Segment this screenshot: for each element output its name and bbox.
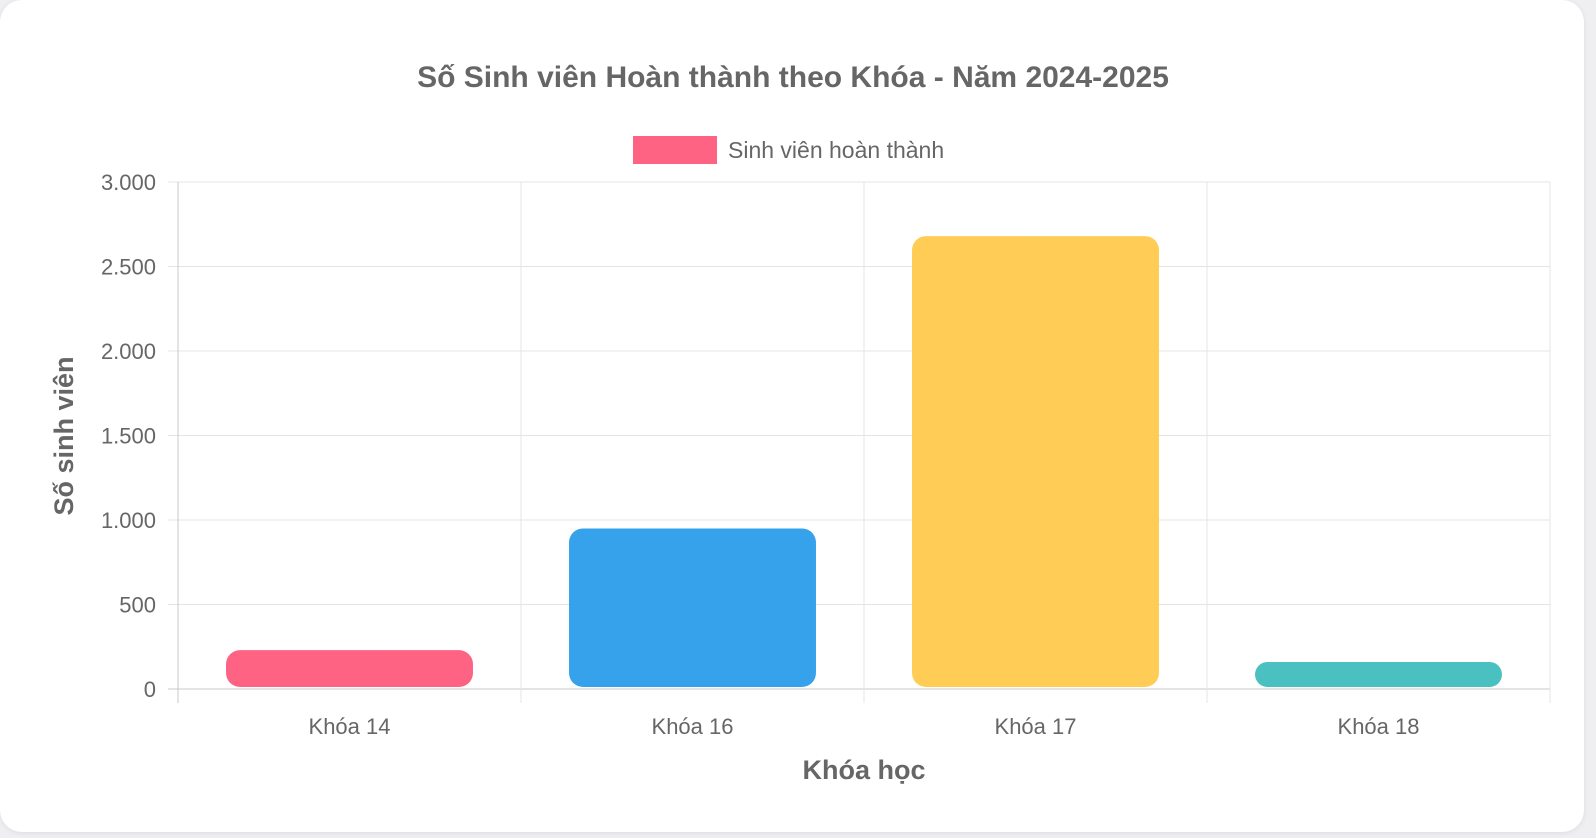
y-tick-label: 500 xyxy=(119,593,156,618)
x-tick-label: Khóa 17 xyxy=(995,714,1077,739)
x-axis-ticks: Khóa 14 Khóa 16 Khóa 17 Khóa 18 xyxy=(309,714,1420,739)
y-tick-label: 1.500 xyxy=(101,424,156,449)
x-tick-label: Khóa 16 xyxy=(652,714,734,739)
legend-label: Sinh viên hoàn thành xyxy=(728,137,944,163)
y-tick-label: 3.000 xyxy=(101,170,156,195)
y-tick-label: 1.000 xyxy=(101,508,156,533)
chart-title: Số Sinh viên Hoàn thành theo Khóa - Năm … xyxy=(417,61,1169,94)
x-tick-label: Khóa 14 xyxy=(309,714,391,739)
legend-swatch xyxy=(633,136,717,164)
bars xyxy=(226,236,1502,687)
y-tick-label: 2.500 xyxy=(101,255,156,280)
grid-lines xyxy=(168,181,1551,703)
y-tick-label: 2.000 xyxy=(101,339,156,364)
y-tick-label: 0 xyxy=(144,677,156,702)
bar[interactable] xyxy=(569,528,816,687)
bar[interactable] xyxy=(912,236,1159,687)
bar[interactable] xyxy=(1255,661,1502,687)
y-axis-ticks: 0 500 1.000 1.500 2.000 2.500 3.000 xyxy=(101,170,156,702)
x-axis-title: Khóa học xyxy=(802,755,925,785)
x-tick-label: Khóa 18 xyxy=(1338,714,1420,739)
legend[interactable]: Sinh viên hoàn thành xyxy=(633,136,944,164)
y-axis-title: Số sinh viên xyxy=(49,356,79,515)
bar[interactable] xyxy=(226,650,473,687)
